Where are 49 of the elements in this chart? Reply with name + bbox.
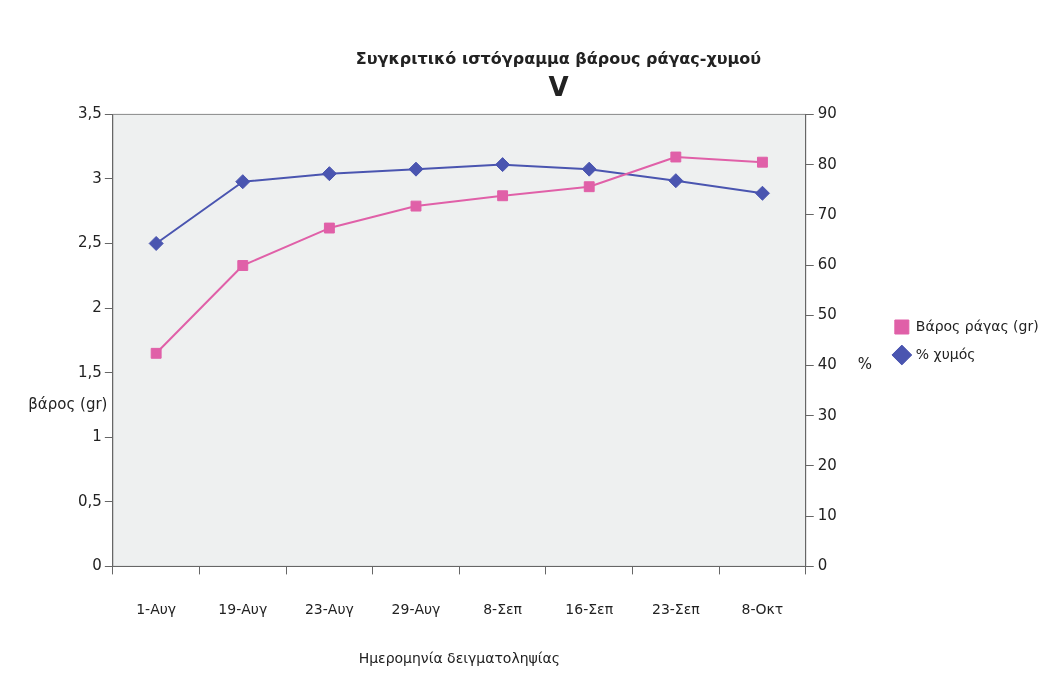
point (495, 157, 511, 173)
point (756, 156, 768, 168)
y-tick-label: 0,5 (78, 491, 102, 510)
y-tick-label: 1 (92, 427, 102, 446)
y2-tick-label: 30 (817, 405, 837, 424)
point (237, 260, 249, 271)
y2-tick-label: 90 (817, 104, 837, 123)
y-axis-title: βάρος (gr) (28, 394, 108, 413)
point (235, 174, 251, 190)
y2-tick-label: 40 (817, 355, 837, 374)
y-tick-label: 0 (92, 556, 102, 575)
y-tick-label: 3,5 (78, 104, 102, 123)
y2-axis-title: % (857, 355, 873, 374)
y2-tick-label: 60 (817, 254, 837, 273)
x-tick-label: 29-Αυγ (391, 601, 441, 618)
x-tick-label: 8-Οκτ (741, 601, 784, 618)
point (497, 190, 509, 202)
legend-label: Βάρος ράγας (gr) (915, 317, 1039, 334)
y2-tick-label: 50 (817, 305, 837, 324)
point (148, 235, 164, 251)
x-tick-label: 8-Σεπ (483, 601, 523, 618)
chart-title: Συγκριτικό ιστόγραμμα βάρους ράγας-χυμού (355, 48, 762, 68)
point (321, 166, 337, 182)
chart-subtitle: V (548, 71, 569, 102)
x-tick-label: 1-Αυγ (136, 601, 177, 618)
point (581, 161, 597, 177)
x-axis-title: Ημερομηνία δειγματοληψίας (358, 650, 560, 667)
point (150, 347, 162, 359)
point (408, 161, 424, 177)
y2-tick-label: 20 (817, 455, 837, 474)
point (754, 185, 770, 201)
y2-tick-label: 0 (817, 556, 828, 575)
point (410, 200, 422, 212)
x-tick-label: 19-Αυγ (218, 601, 268, 618)
point (583, 181, 595, 193)
y-tick-label: 2 (92, 298, 102, 316)
y2-tick-label: 10 (817, 506, 837, 525)
x-tick-label: 23-Σεπ (651, 601, 701, 618)
x-tick-label: 16-Σεπ (565, 601, 614, 618)
y2-tick-label: 80 (817, 154, 837, 173)
point (668, 173, 684, 189)
y-tick-label: 2,5 (78, 233, 102, 252)
x-tick-label: 23-Αυγ (304, 601, 354, 618)
legend-label: % χυμός (915, 345, 976, 362)
y-tick-label: 3 (92, 168, 102, 187)
point (323, 222, 335, 234)
y-tick-label: 1,5 (78, 362, 102, 381)
y2-tick-label: 70 (817, 204, 837, 223)
point (670, 151, 682, 163)
